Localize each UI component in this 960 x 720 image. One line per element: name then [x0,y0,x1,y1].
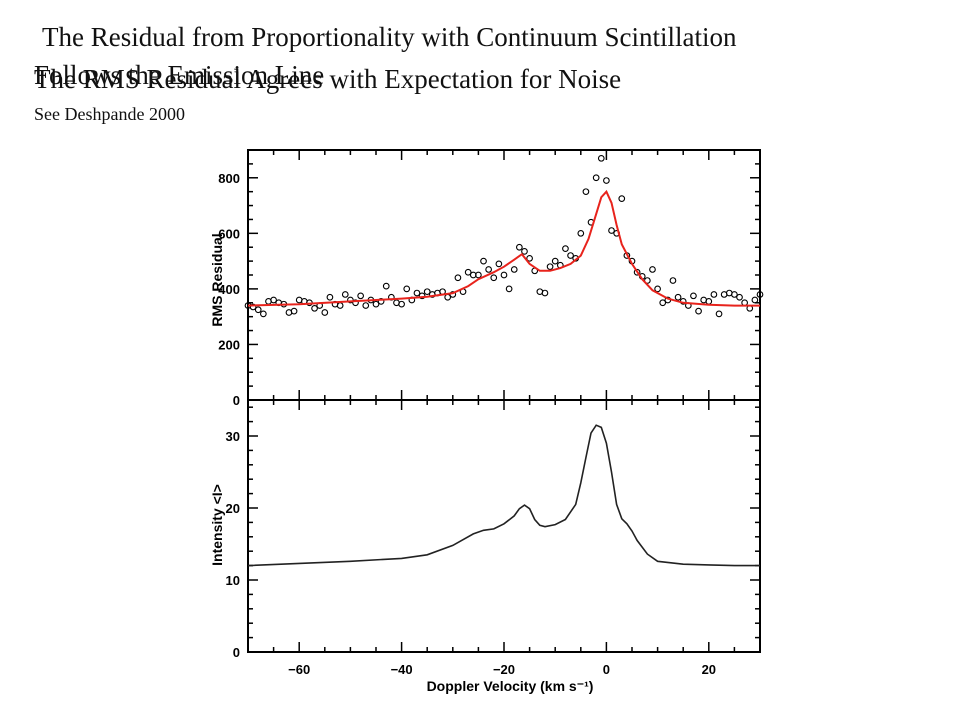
rms-residual-point [326,293,334,301]
bottom-y-axis-label: Intensity <I> [209,484,225,566]
rms-residual-point [521,248,528,255]
rms-residual-point [649,266,656,273]
rms-residual-point [485,266,492,273]
bottom-panel-frame [247,399,761,653]
rms-residual-point [669,277,677,284]
rms-residual-point [490,274,498,282]
slide-title-line-2: Follows the Emission Line [34,60,325,90]
rms-residual-point [505,285,513,293]
rms-residual-point [603,177,610,184]
rms-residual-point [710,291,718,298]
rms-residual-point [526,254,533,262]
rms-residual-point [464,268,472,276]
rms-residual-point [618,195,626,202]
rms-residual-point [357,292,364,300]
top-y-tick-label: 600 [218,226,240,241]
rms-residual-point [336,302,344,309]
rms-residual-point [695,307,702,315]
bottom-y-tick-label: 10 [226,573,240,588]
rms-residual-point [403,285,411,293]
rms-residual-point [311,304,318,312]
rms-residual-point [254,306,262,314]
rms-residual-point [290,307,298,315]
rms-residual-point [567,252,574,259]
rms-residual-point [249,303,257,311]
rms-residual-point [659,299,667,307]
bottom-y-tick-label: 0 [233,645,240,660]
rms-residual-point [551,257,559,265]
rms-residual-point [454,274,462,282]
rms-residual-point [690,292,697,300]
rms-residual-point [562,245,569,252]
rms-fit-line [247,189,760,307]
top-y-axis-label: RMS Residual [209,233,225,326]
rms-residual-point [347,296,354,304]
rms-residual-point [372,300,380,308]
bottom-y-tick-label: 30 [226,429,240,444]
rms-residual-point [597,154,605,162]
bottom-x-axis-label: Doppler Velocity (km s⁻¹) [427,678,594,694]
rms-residual-point [500,271,508,279]
rms-residual-point [352,299,359,307]
rms-residual-point [480,257,487,265]
rms-residual-point [321,309,329,316]
x-tick-label: 20 [702,662,716,677]
rms-residual-point [260,310,267,318]
top-y-tick-label: 800 [218,171,240,186]
rms-residual-point [377,298,385,305]
top-y-tick-label: 0 [233,393,240,408]
rms-residual-point [516,243,523,251]
rms-residual-point [577,229,585,237]
intensity-line [247,424,760,567]
rms-residual-point [582,188,590,196]
rms-residual-point [751,296,759,304]
top-y-tick-label: 200 [218,337,240,352]
rms-residual-point [495,260,503,268]
top-y-tick-label: 400 [218,282,240,297]
x-tick-label: −20 [493,662,515,677]
rms-residual-point [418,292,426,300]
bottom-y-tick-label: 20 [226,501,240,516]
slide-title-overlay: The RMS Residual Agrees with Expectation… [34,64,622,94]
rms-residual-point [756,291,764,298]
rms-residual-point [654,285,661,293]
rms-residual-point [398,300,405,308]
rms-residual-point [674,293,682,301]
x-tick-label: 0 [603,662,610,677]
rms-residual-point [608,227,615,234]
rms-residual-point [423,288,431,296]
x-tick-label: −40 [391,662,413,677]
rms-residual-point [705,298,713,305]
rms-residual-point [731,291,738,298]
rms-residual-point [382,282,390,290]
rms-residual-point [633,268,641,276]
rms-residual-point [546,263,554,271]
rms-residual-point [341,291,349,298]
rms-residual-point [736,293,743,301]
slide-title-line-1: The Residual from Proportionality with C… [42,22,737,52]
slide-subtitle: See Deshpande 2000 [34,104,185,124]
rms-residual-point [510,266,518,273]
rms-residual-point [592,174,600,182]
rms-residual-point [362,302,370,309]
rms-residual-point [715,310,723,318]
rms-residual-point [541,289,549,297]
top-panel-frame [247,149,761,401]
rms-residual-point [270,296,277,304]
x-tick-label: −60 [288,662,310,677]
rms-residual-point [475,271,482,279]
rms-residual-point [413,289,421,297]
